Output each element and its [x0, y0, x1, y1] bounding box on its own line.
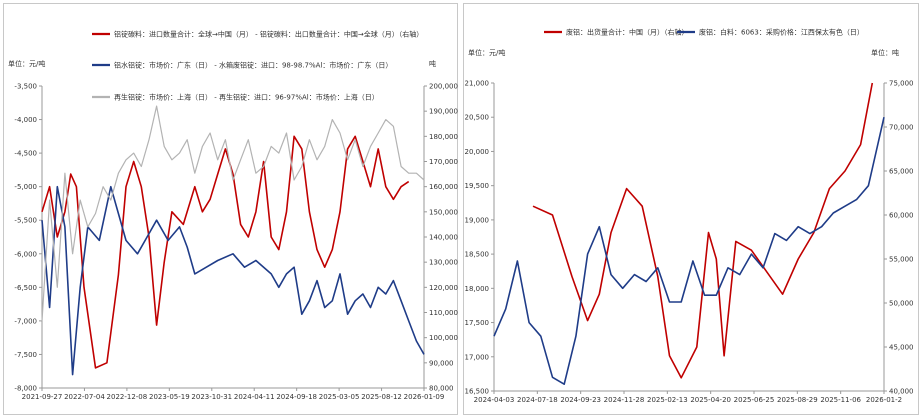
right-tick-label: 40,000 [889, 388, 914, 396]
right-chart-panel: 21,000 20,500 20,000 19,500 19,000 18,500 18,0… [463, 3, 919, 415]
left-tick-label: -3,500 [14, 83, 37, 91]
left-tick-label: 17,500 [465, 319, 490, 327]
right-tick-label: 100,000 [429, 334, 458, 342]
right-tick-label: 75,000 [889, 80, 914, 88]
x-tick-label: 2022-07-04 [64, 393, 105, 401]
right-tick-label: 110,000 [429, 309, 458, 317]
series-line-0 [41, 135, 410, 369]
x-tick-label: 2025-11-06 [820, 396, 861, 404]
series-line-0 [532, 82, 874, 379]
right-tick-label: 60,000 [889, 212, 914, 220]
left-tick-label: 17,000 [465, 353, 490, 361]
legend-label-1: 铝水铝锭：市场价：广东（日） - 水箱废铝锭：进口：98-98.7%Al：市场价… [114, 61, 392, 70]
left-unit-label: 单位：元/吨 [8, 59, 45, 68]
right-tick-label: 160,000 [429, 183, 458, 191]
left-tick-label: -8,000 [14, 385, 37, 393]
x-tick-label: 2025-04-20 [690, 396, 731, 404]
right-tick-label: 170,000 [429, 158, 458, 166]
x-tick-label: 2025-08-29 [777, 396, 818, 404]
x-tick-label: 2024-04-03 [474, 396, 515, 404]
right-tick-label: 190,000 [429, 108, 458, 116]
left-tick-label: -5,500 [14, 217, 37, 225]
x-tick-label: 2024-09-18 [276, 393, 317, 401]
series-line-2 [41, 105, 425, 321]
left-tick-label: 18,500 [465, 251, 490, 259]
x-tick-label: 2024-11-28 [604, 396, 645, 404]
x-tick-label: 2022-12-08 [107, 393, 148, 401]
x-tick-label: 2025-06-25 [734, 396, 775, 404]
series-line-1 [493, 117, 885, 386]
right-tick-label: 90,000 [429, 359, 454, 367]
left-tick-label: -6,500 [14, 284, 37, 292]
left-tick-label: 21,000 [465, 80, 490, 88]
right-unit-label: 吨 [429, 59, 436, 68]
x-tick-label: 2024-07-18 [517, 396, 558, 404]
right-unit-label: 单位：吨 [871, 48, 899, 57]
legend-label-0: 铝锭碳料：进口数量合计：全球→中国（月） - 铝锭碳料：出口数量合计：中国→全球… [114, 30, 423, 39]
right-tick-label: 150,000 [429, 208, 458, 216]
left-chart-panel: -3,500 -4,000 -4,500 -5,000 -5,500 -6,000 -6,5… [3, 3, 458, 415]
left-tick-label: -7,500 [14, 351, 37, 359]
right-tick-label: 200,000 [429, 83, 458, 91]
left-tick-label: -7,000 [14, 317, 37, 325]
left-tick-label: -4,500 [14, 150, 37, 158]
left-tick-label: 19,000 [465, 216, 490, 224]
left-unit-label: 单位：元/吨 [468, 48, 505, 57]
x-tick-label: 2023-10-31 [191, 393, 232, 401]
right-tick-label: 50,000 [889, 300, 914, 308]
legend-label-2: 再生铝锭：市场价：上海（日） - 再生铝锭：进口：96-97%Al：市场价：上海… [114, 93, 379, 102]
left-tick-label: 19,500 [465, 182, 490, 190]
legend-label-1: 废铝：白料：6063：采购价格：江西保太有色（日） [699, 28, 864, 37]
right-tick-label: 55,000 [889, 256, 914, 264]
left-tick-label: -5,000 [14, 183, 37, 191]
x-tick-label: 2025-08-12 [361, 393, 402, 401]
left-tick-label: 20,000 [465, 148, 490, 156]
legend-label-0: 废铝：出货量合计：中国（月）（右轴） [566, 28, 689, 37]
left-chart-svg: -3,500 -4,000 -4,500 -5,000 -5,500 -6,000 -6,5… [8, 30, 458, 402]
x-tick-label: 2025-02-13 [647, 396, 688, 404]
right-tick-label: 120,000 [429, 284, 458, 292]
x-tick-label: 2024-09-23 [560, 396, 601, 404]
x-tick-label: 2025-03-05 [319, 393, 360, 401]
right-tick-label: 80,000 [429, 385, 454, 393]
left-tick-label: 16,500 [465, 388, 490, 396]
right-tick-label: 130,000 [429, 259, 458, 267]
left-tick-label: -6,000 [14, 250, 37, 258]
x-tick-label: 2021-09-27 [22, 393, 63, 401]
x-tick-label: 2026-01-09 [404, 393, 445, 401]
right-tick-label: 180,000 [429, 133, 458, 141]
right-tick-label: 70,000 [889, 124, 914, 132]
right-tick-label: 65,000 [889, 168, 914, 176]
x-tick-label: 2023-05-19 [149, 393, 190, 401]
left-tick-label: 18,000 [465, 285, 490, 293]
series-line-1 [41, 185, 425, 376]
right-tick-label: 45,000 [889, 344, 914, 352]
right-tick-label: 140,000 [429, 234, 458, 242]
right-chart-svg: 21,000 20,500 20,000 19,500 19,000 18,500 18,0… [465, 28, 914, 405]
left-tick-label: 20,500 [465, 114, 490, 122]
left-tick-label: -4,000 [14, 116, 37, 124]
x-tick-label: 2024-04-11 [234, 393, 275, 401]
x-tick-label: 2026-01-2 [866, 396, 902, 404]
